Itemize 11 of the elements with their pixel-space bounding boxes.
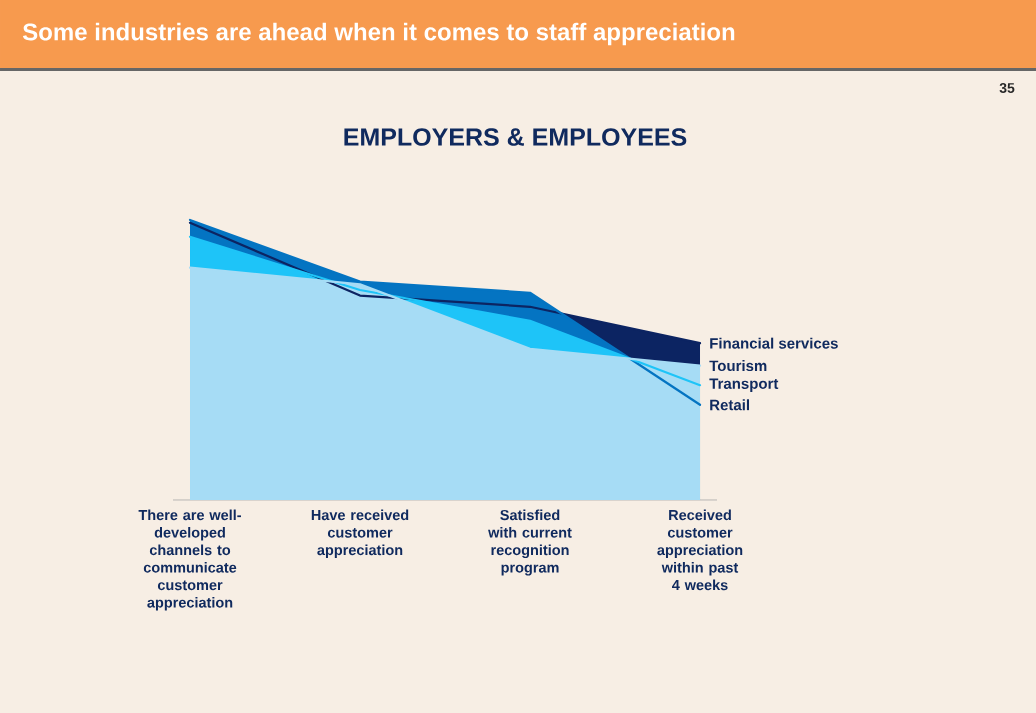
- text: 35: [999, 83, 1015, 93]
- x-tick-label: Satisfied with current recognition program: [488, 509, 572, 576]
- x-tick-label: Have received customer appreciation: [311, 509, 409, 559]
- series-label: Transport: [709, 378, 779, 392]
- series-label: Tourism: [709, 360, 767, 372]
- chart-title: Some industries are ahead when it comes to staff appreciation: [22, 22, 735, 46]
- series-label: Financial services: [710, 337, 838, 349]
- series-label: Retail: [710, 399, 749, 411]
- x-tick-label: There are well-developed channels to communicate customer appreciation: [138, 509, 241, 611]
- x-tick-label: Received customer appreciation within past 4 weeks: [657, 509, 743, 591]
- chart-subtitle: EMPLOYERS & EMPLOYEES: [344, 128, 687, 146]
